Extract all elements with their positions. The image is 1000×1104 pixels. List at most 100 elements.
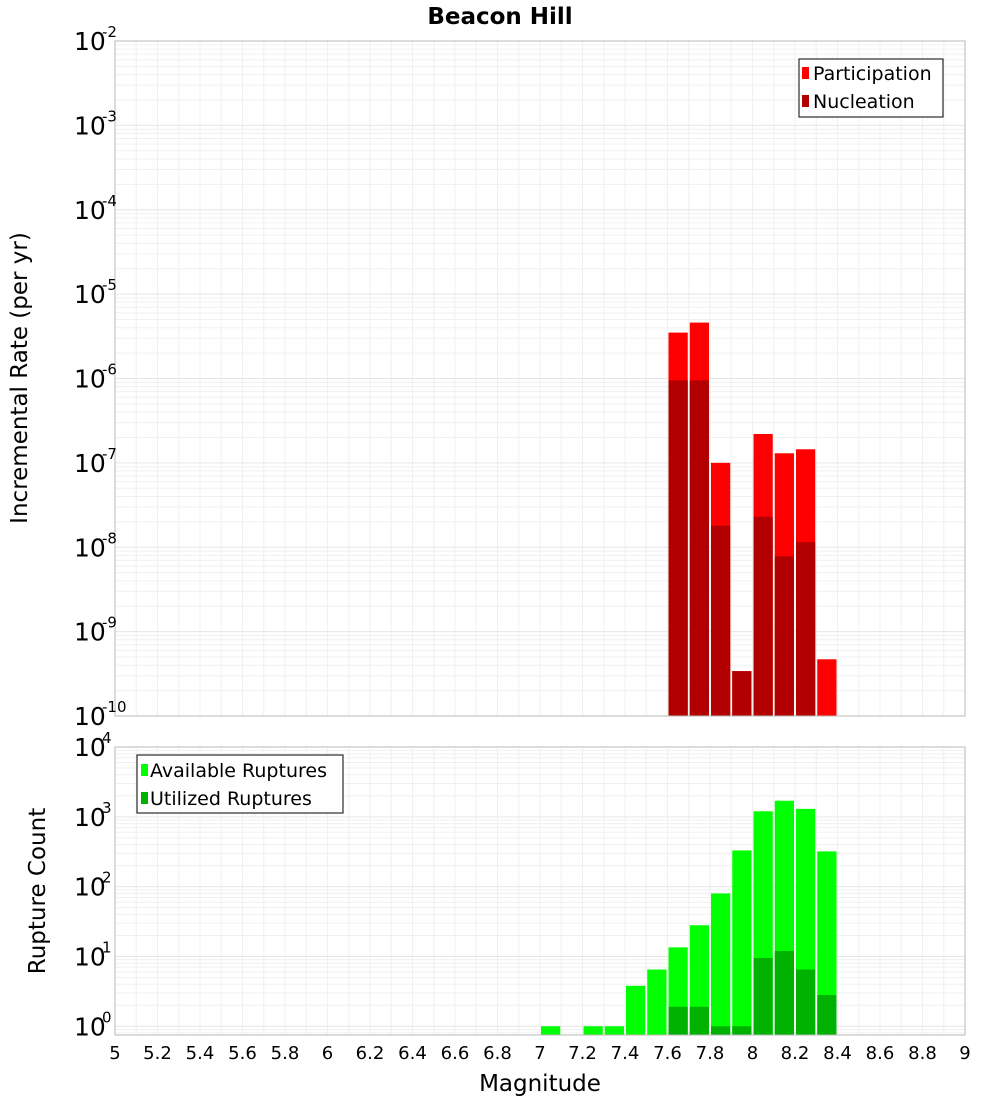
x-tick-label: 7.8 [696, 1043, 725, 1064]
top-y-tick-label: 10 [74, 702, 106, 731]
legend-label-participation: Participation [813, 63, 932, 85]
chart-title: Beacon Hill [427, 4, 572, 30]
top-y-tick-label-exponent: -9 [102, 614, 117, 632]
top-y-tick-label-exponent: -7 [102, 445, 117, 463]
bottom-grid [114, 747, 966, 1035]
top-legend-box [798, 58, 944, 118]
top-y-tick-label: 10 [74, 365, 106, 394]
x-tick-label: 5.4 [186, 1043, 215, 1064]
x-tick-label: 6 [322, 1043, 333, 1064]
x-tick-label: 8 [747, 1043, 758, 1064]
nucleation-bar [689, 380, 709, 716]
top-y-tick-label: 10 [74, 196, 106, 225]
x-tick-label: 5.2 [143, 1043, 172, 1064]
utilized-ruptures-bars [668, 950, 837, 1035]
top-y-tick-label: 10 [74, 449, 106, 478]
bottom-plot-frame [114, 746, 966, 1036]
bottom-y-tick-label-exponent: 1 [102, 938, 112, 956]
bottom-legend: Available Ruptures Utilized Ruptures [136, 754, 344, 814]
available-ruptures-bar [817, 851, 837, 1035]
x-tick-label: 9 [959, 1043, 970, 1064]
top-y-tick-label-exponent: -3 [102, 107, 117, 125]
top-y-tick-label-exponent: -4 [102, 192, 117, 210]
utilized-ruptures-bar [796, 969, 816, 1035]
x-tick-label: 5.6 [228, 1043, 257, 1064]
top-y-axis-label: Incremental Rate (per yr) [7, 232, 33, 524]
x-tick-label: 6.4 [398, 1043, 427, 1064]
available-ruptures-bar [711, 893, 731, 1035]
nucleation-bar [668, 380, 688, 716]
utilized-ruptures-bar [732, 1026, 752, 1035]
legend-swatch-participation [802, 67, 809, 79]
available-ruptures-bar [732, 850, 752, 1035]
bottom-y-tick-label: 10 [74, 1012, 106, 1041]
bottom-y-tick-label-exponent: 3 [102, 799, 112, 817]
top-grid [114, 41, 966, 717]
utilized-ruptures-bar [817, 995, 837, 1035]
x-tick-label: 7.6 [653, 1043, 682, 1064]
utilized-ruptures-bar [689, 1006, 709, 1035]
top-y-tick-label-exponent: -2 [102, 23, 117, 41]
bottom-y-tick-label: 10 [74, 873, 106, 902]
available-ruptures-bar [604, 1026, 624, 1035]
top-y-tick-label-exponent: -6 [102, 361, 117, 379]
x-tick-label: 6.8 [483, 1043, 512, 1064]
available-ruptures-bar [583, 1026, 603, 1035]
nucleation-bar [796, 542, 816, 716]
top-y-tick-label: 10 [74, 27, 106, 56]
top-y-tick-label: 10 [74, 280, 106, 309]
legend-label-available: Available Ruptures [150, 760, 327, 782]
top-y-tick-label: 10 [74, 618, 106, 647]
top-y-tick-label: 10 [74, 111, 106, 140]
x-tick-label: 6.2 [356, 1043, 385, 1064]
bottom-y-tick-label-exponent: 0 [102, 1008, 112, 1026]
legend-label-utilized: Utilized Ruptures [150, 788, 312, 810]
x-tick-label: 7 [534, 1043, 545, 1064]
available-ruptures-bar [541, 1026, 561, 1035]
utilized-ruptures-bar [711, 1026, 731, 1035]
legend-swatch-utilized [141, 792, 148, 804]
bottom-y-tick-label: 10 [74, 942, 106, 971]
x-tick-label: 5 [109, 1043, 120, 1064]
nucleation-bar [711, 525, 731, 716]
bottom-y-axis-label: Rupture Count [25, 808, 51, 974]
x-tick-label: 7.4 [611, 1043, 640, 1064]
available-ruptures-bar [626, 985, 646, 1035]
x-tick-label: 5.8 [271, 1043, 300, 1064]
utilized-ruptures-bar [668, 1006, 688, 1035]
utilized-ruptures-bar [753, 958, 773, 1035]
participation-bar [817, 659, 837, 716]
top-y-tick-label-exponent: -8 [102, 529, 117, 547]
nucleation-bar [774, 556, 794, 716]
bottom-legend-box [136, 754, 344, 814]
x-tick-label: 8.8 [908, 1043, 937, 1064]
x-axis-label: Magnitude [479, 1071, 601, 1097]
x-tick-label: 6.6 [441, 1043, 470, 1064]
x-ticks: 5 5.2 5.4 5.6 5.8 6 6.2 6.4 6.6 6.8 7 7.2 7.4 7.6 7.8 8… [109, 1043, 970, 1064]
top-legend: Participation Nucleation [798, 58, 944, 118]
nucleation-bar [753, 516, 773, 716]
available-ruptures-bar [647, 969, 667, 1035]
legend-swatch-nucleation [802, 95, 809, 107]
utilized-ruptures-bar [774, 950, 794, 1035]
legend-swatch-available [141, 764, 148, 776]
legend-label-nucleation: Nucleation [813, 91, 915, 113]
top-plot-frame [114, 40, 966, 717]
top-y-tick-label-exponent: -10 [102, 698, 127, 716]
bottom-y-tick-label-exponent: 4 [102, 729, 112, 747]
x-tick-label: 8.6 [866, 1043, 895, 1064]
top-y-tick-label-exponent: -5 [102, 276, 117, 294]
top-y-tick-label: 10 [74, 533, 106, 562]
nucleation-bars [668, 380, 816, 716]
nucleation-bar [732, 671, 752, 716]
x-tick-label: 8.4 [823, 1043, 852, 1064]
x-tick-label: 8.2 [781, 1043, 810, 1064]
bottom-y-tick-label: 10 [74, 733, 106, 762]
x-tick-label: 7.2 [568, 1043, 597, 1064]
bottom-y-tick-label-exponent: 2 [102, 869, 112, 887]
bottom-y-tick-label: 10 [74, 803, 106, 832]
